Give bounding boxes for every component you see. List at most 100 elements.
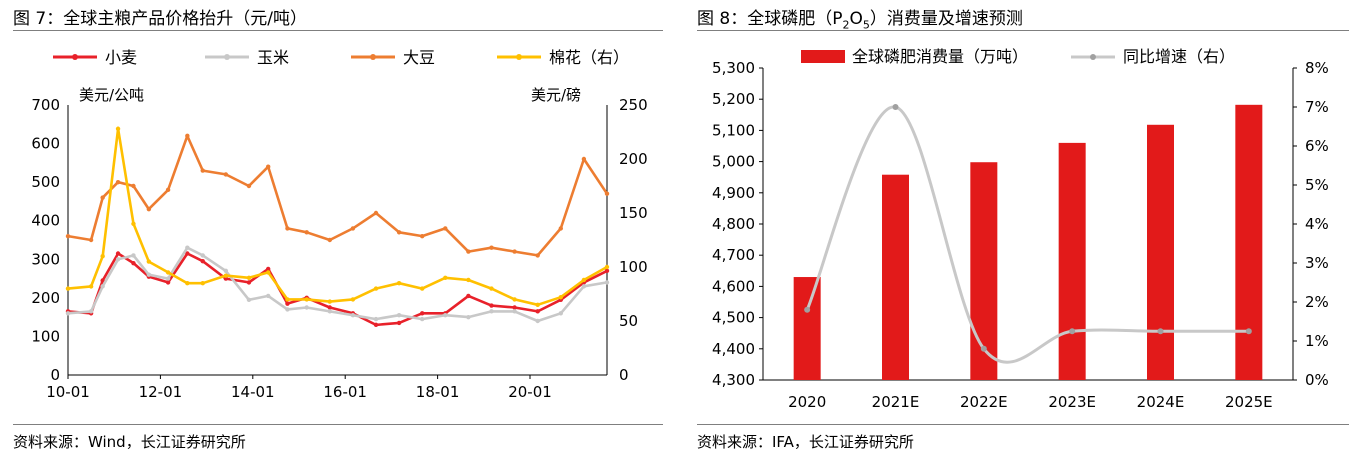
data-point — [223, 268, 229, 274]
data-point — [223, 172, 229, 177]
legend-label: 同比增速（右） — [1123, 47, 1235, 66]
right-y-tick-label: 0% — [1305, 371, 1329, 389]
data-point — [558, 295, 563, 300]
data-point — [327, 299, 332, 304]
left-y-tick-label: 5,200 — [712, 90, 755, 108]
data-point — [489, 303, 494, 308]
legend-item: 全球磷肥消费量（万吨） — [801, 47, 1028, 66]
data-point — [604, 280, 610, 285]
left-y-tick-label: 5,100 — [712, 121, 755, 139]
figure-7-title-rule — [13, 30, 663, 31]
data-point — [512, 249, 517, 254]
data-point — [65, 311, 71, 316]
figure-7-panel: 图 7：全球主粮产品价格抬升（元/吨） 0 100 200 300 400 500 600 7… — [13, 0, 663, 463]
data-point — [200, 168, 205, 173]
legend-swatch-marker — [370, 54, 376, 60]
x-tick-label: 12-01 — [139, 383, 183, 401]
bar — [1235, 104, 1263, 380]
legend-swatch-marker — [516, 54, 522, 60]
growth-point — [804, 306, 811, 313]
data-point — [185, 133, 190, 139]
growth-point — [1069, 328, 1076, 335]
legend-item: 大豆 — [351, 48, 435, 67]
figure-8-chart: 4,300 4,400 4,500 4,600 4,700 4,800 4,900 5,000… — [712, 47, 1329, 411]
left-unit-label: 美元/公吨 — [79, 86, 144, 104]
left-y-tick-label: 4,500 — [712, 309, 755, 327]
legend-swatch-marker — [1090, 54, 1096, 60]
data-point — [88, 237, 94, 243]
data-point — [115, 126, 121, 131]
data-point — [558, 311, 563, 316]
x-tick-label: 10-01 — [46, 383, 90, 401]
data-point — [285, 307, 290, 312]
data-point — [489, 245, 494, 250]
legend-swatch-marker — [224, 54, 230, 60]
figure-8-panel: 图 8：全球磷肥（P2O5）消费量及增速预测 4,300 4,400 4,500 4,… — [697, 0, 1349, 463]
left-y-tick-label: 200 — [31, 289, 60, 307]
data-point — [373, 286, 379, 291]
data-point — [146, 272, 152, 277]
left-y-tick-label: 0 — [50, 366, 60, 384]
data-point — [115, 179, 121, 185]
left-y-tick-label: 4,600 — [712, 277, 755, 295]
legend-swatch-bar — [801, 50, 845, 63]
growth-point — [1157, 328, 1164, 335]
left-y-tick-label: 600 — [31, 135, 60, 153]
x-tick-label: 2020 — [788, 393, 826, 411]
right-y-tick-label: 0 — [619, 366, 629, 384]
data-point — [246, 183, 252, 189]
left-y-tick-label: 4,800 — [712, 215, 755, 233]
figure-8-title-sub2: 5 — [862, 18, 870, 32]
figure-7-source-rule — [13, 424, 663, 425]
data-point — [350, 313, 356, 318]
data-point — [373, 322, 379, 328]
x-tick-label: 2025E — [1225, 393, 1273, 411]
x-tick-label: 20-01 — [508, 383, 552, 401]
figure-8-title: 图 8：全球磷肥（P2O5）消费量及增速预测 — [697, 4, 1023, 31]
data-point — [604, 264, 610, 270]
x-tick-label: 2021E — [872, 393, 920, 411]
data-point — [443, 226, 448, 231]
right-y-tick-label: 100 — [619, 258, 648, 276]
data-point — [266, 293, 271, 299]
data-point — [604, 268, 610, 274]
data-point — [396, 320, 402, 326]
legend-item: 同比增速（右） — [1071, 47, 1235, 66]
figure-8-title-mid: O — [849, 9, 863, 29]
data-point — [304, 305, 309, 310]
left-y-tick-label: 4,700 — [712, 246, 755, 264]
x-tick-label: 16-01 — [323, 383, 367, 401]
data-point — [581, 156, 587, 162]
data-point — [512, 309, 517, 314]
x-tick-label: 2022E — [960, 393, 1008, 411]
right-y-tick-label: 8% — [1305, 59, 1329, 77]
data-point — [535, 309, 540, 314]
data-point — [266, 270, 271, 275]
data-point — [396, 281, 402, 286]
legend-label: 全球磷肥消费量（万吨） — [852, 47, 1028, 66]
data-point — [65, 286, 71, 291]
data-point — [146, 206, 152, 212]
data-point — [396, 313, 402, 318]
data-point — [131, 253, 136, 258]
data-point — [146, 259, 152, 264]
data-point — [396, 230, 402, 235]
left-y-tick-label: 400 — [31, 212, 60, 230]
growth-point — [1245, 328, 1252, 335]
data-point — [88, 309, 94, 314]
legend-label: 小麦 — [105, 48, 137, 67]
data-point — [443, 313, 448, 318]
legend-label: 大豆 — [403, 48, 435, 67]
data-point — [165, 270, 171, 275]
data-point — [185, 281, 190, 286]
figure-7-title: 图 7：全球主粮产品价格抬升（元/吨） — [13, 9, 307, 29]
legend-item: 棉花（右） — [497, 48, 629, 67]
left-y-tick-label: 700 — [31, 96, 60, 114]
data-point — [373, 316, 379, 322]
data-point — [131, 183, 136, 189]
figure-8-title-rule — [697, 30, 1349, 31]
right-y-tick-label: 150 — [619, 204, 648, 222]
data-point — [420, 311, 425, 316]
left-y-tick-label: 500 — [31, 173, 60, 191]
data-point — [88, 284, 94, 289]
